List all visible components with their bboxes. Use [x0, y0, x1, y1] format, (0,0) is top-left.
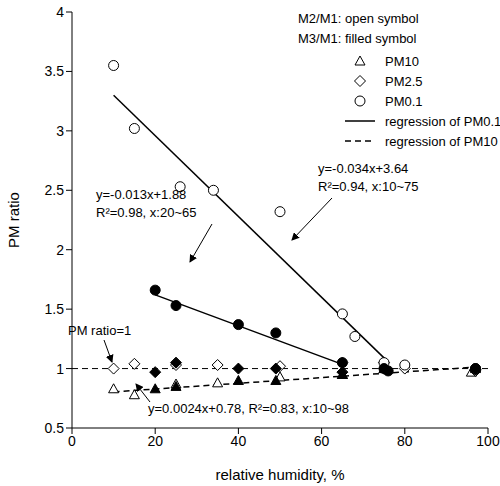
svg-text:100: 100 [476, 433, 492, 449]
svg-text:1: 1 [56, 361, 64, 377]
svg-text:2.5: 2.5 [45, 182, 65, 198]
html-text:PM10: PM10 [385, 53, 419, 69]
html-text:M3/M1: filled symbol: M3/M1: filled symbol [298, 31, 417, 46]
svg-text:0.5: 0.5 [45, 420, 65, 436]
svg-text:PM ratio: PM ratio [8, 192, 22, 248]
html-text:PM2.5: PM2.5 [385, 73, 423, 89]
svg-text:1.5: 1.5 [45, 301, 65, 317]
html-text:y=-0.013x+1.88: y=-0.013x+1.88 [96, 187, 187, 202]
svg-text:20: 20 [147, 433, 163, 449]
svg-text:80: 80 [397, 433, 413, 449]
html-text:PM ratio=1: PM ratio=1 [68, 323, 132, 338]
html-text:y=0.0024x+0.78, R²=0.83, x:10~: y=0.0024x+0.78, R²=0.83, x:10~98 [148, 401, 349, 416]
svg-text:60: 60 [314, 433, 330, 449]
svg-text:40: 40 [231, 433, 247, 449]
html-text:R²=0.98, x:20~65: R²=0.98, x:20~65 [96, 205, 197, 220]
svg-text:2: 2 [56, 242, 64, 258]
svg-text:3.5: 3.5 [45, 63, 65, 79]
html-text:R²=0.94, x:10~75: R²=0.94, x:10~75 [318, 179, 419, 194]
html-text:PM0.1: PM0.1 [385, 93, 423, 109]
html-text:regression of PM10: regression of PM10 [385, 133, 498, 149]
svg-text:4: 4 [56, 4, 64, 20]
svg-text:3: 3 [56, 123, 64, 139]
svg-text:relative humidity, %: relative humidity, % [216, 466, 345, 483]
html-text:M2/M1: open symbol: M2/M1: open symbol [298, 11, 419, 26]
svg-text:0: 0 [68, 433, 76, 449]
html-text:y=-0.034x+3.64: y=-0.034x+3.64 [318, 161, 409, 176]
